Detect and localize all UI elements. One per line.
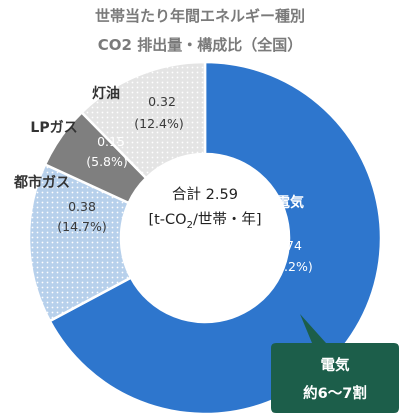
value-kerosene: 0.32 bbox=[148, 94, 176, 109]
slice-kerosene bbox=[79, 60, 207, 180]
callout-box: 電気 約6～7割 bbox=[271, 314, 399, 413]
value-city-gas: 0.38 bbox=[68, 199, 96, 214]
chart-title-line1: 世帯当たり年間エネルギー種別 bbox=[95, 7, 305, 25]
label-electricity: 電気 bbox=[276, 194, 304, 211]
percent-lp-gas: (5.8%) bbox=[86, 154, 128, 169]
callout-line1: 電気 bbox=[321, 356, 350, 374]
callout-line2: 約6～7割 bbox=[303, 384, 367, 402]
slice-electricity bbox=[48, 60, 383, 416]
donut-slices bbox=[27, 60, 383, 416]
label-city-gas: 都市ガス bbox=[13, 174, 70, 191]
percent-city-gas: (14.7%) bbox=[57, 219, 106, 234]
label-lp-gas: LPガス bbox=[30, 120, 77, 136]
label-kerosene: 灯油 bbox=[92, 85, 120, 102]
center-total-label: 合計 2.59 bbox=[172, 186, 238, 203]
percent-kerosene: (12.4%) bbox=[134, 116, 183, 131]
value-electricity: 1.74 bbox=[274, 238, 302, 253]
callout-shape bbox=[271, 314, 399, 413]
chart-title-line2: CO2 排出量・構成比（全国） bbox=[98, 36, 302, 54]
value-lp-gas: 0.15 bbox=[97, 134, 125, 149]
percent-electricity: (67.2%) bbox=[263, 259, 312, 274]
center-unit-label: [t-CO2/世帯・年] bbox=[148, 211, 261, 231]
